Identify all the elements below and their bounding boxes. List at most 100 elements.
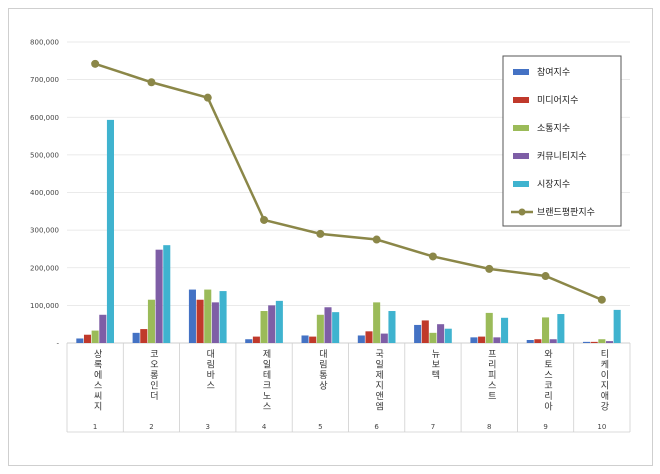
bar-소통지수-7 (429, 332, 437, 343)
y-tick-label: 700,000 (30, 76, 59, 84)
y-tick-label: 800,000 (30, 39, 59, 47)
bar-참여지수-4 (245, 339, 253, 343)
bar-시장지수-1 (106, 119, 114, 343)
bar-커뮤니티지수-3 (211, 302, 219, 343)
y-tick-label: 100,000 (30, 302, 59, 310)
legend-box (502, 55, 622, 227)
legend-swatch (513, 153, 529, 159)
bar-시장지수-10 (613, 309, 621, 343)
line-point-3 (203, 93, 212, 102)
bar-미디어지수-2 (140, 329, 148, 343)
bar-참여지수-8 (470, 337, 478, 343)
legend-label: 참여지수 (537, 66, 570, 78)
bar-시장지수-4 (275, 300, 283, 343)
line-point-7 (428, 252, 437, 261)
bar-커뮤니티지수-9 (549, 339, 557, 343)
bar-시장지수-2 (163, 245, 171, 343)
legend-swatch (513, 125, 529, 131)
line-브랜드평판지수 (94, 62, 603, 301)
category-number: 5 (318, 423, 322, 431)
category-number: 7 (431, 423, 435, 431)
category-number: 2 (149, 423, 153, 431)
bar-소통지수-5 (316, 314, 324, 343)
category-number: 10 (597, 423, 606, 431)
bar-커뮤니티지수-2 (155, 249, 163, 343)
line-point-4 (260, 215, 269, 224)
category-number: 6 (374, 423, 379, 431)
bar-소통지수-8 (485, 312, 493, 343)
line-point-8 (485, 264, 494, 273)
bar-미디어지수-1 (83, 334, 92, 343)
bar-참여지수-3 (188, 289, 196, 343)
bar-시장지수-6 (388, 311, 396, 343)
bar-시장지수-9 (557, 314, 565, 343)
line-point-1 (91, 59, 100, 68)
bar-커뮤니티지수-8 (493, 337, 501, 343)
bar-소통지수-4 (260, 311, 268, 343)
legend-marker (518, 208, 526, 216)
bar-소통지수-10 (598, 339, 606, 343)
line-point-2 (147, 78, 156, 87)
bar-참여지수-9 (526, 339, 534, 343)
bar-미디어지수-10 (590, 341, 598, 343)
legend-swatch (513, 97, 529, 103)
category-number: 9 (543, 423, 547, 431)
y-tick-label: 600,000 (30, 114, 59, 122)
legend-label: 커뮤니티지수 (537, 151, 587, 162)
category-number: 4 (262, 423, 267, 431)
category-number: 1 (93, 423, 97, 431)
y-tick-label: 200,000 (30, 264, 59, 272)
bar-커뮤니티지수-4 (268, 305, 276, 343)
bar-참여지수-10 (583, 341, 591, 343)
bar-미디어지수-7 (421, 320, 429, 343)
y-tick-label: - (56, 340, 59, 348)
legend-swatch (513, 181, 529, 187)
bar-참여지수-2 (132, 332, 140, 343)
legend-label: 시장지수 (537, 179, 570, 190)
bar-커뮤니티지수-1 (99, 314, 107, 343)
bar-시장지수-7 (444, 328, 452, 343)
bar-시장지수-5 (332, 312, 340, 343)
bar-참여지수-6 (357, 335, 365, 343)
bar-미디어지수-5 (309, 336, 317, 343)
bar-커뮤니티지수-10 (605, 341, 614, 343)
bar-시장지수-8 (501, 317, 509, 343)
bar-미디어지수-8 (478, 336, 486, 343)
y-tick-label: 400,000 (30, 189, 59, 197)
bar-소통지수-3 (204, 289, 212, 343)
line-point-5 (316, 229, 325, 238)
line-point-9 (541, 272, 550, 281)
bar-미디어지수-9 (534, 339, 542, 343)
bar-참여지수-7 (414, 324, 422, 343)
bar-소통지수-9 (542, 317, 550, 343)
bar-커뮤니티지수-5 (324, 307, 332, 343)
legend-swatch (513, 69, 529, 75)
legend-label: 브랜드평판지수 (537, 207, 595, 218)
line-point-6 (372, 235, 381, 244)
bar-커뮤니티지수-6 (380, 333, 388, 343)
category-number: 3 (206, 423, 210, 431)
legend-label: 소통지수 (537, 123, 570, 134)
line-point-10 (597, 295, 606, 304)
legend-label: 미디어지수 (537, 95, 578, 106)
bar-소통지수-1 (91, 330, 99, 343)
bar-커뮤니티지수-7 (437, 324, 445, 343)
bar-미디어지수-6 (365, 331, 373, 343)
bar-소통지수-2 (147, 299, 155, 343)
bar-소통지수-6 (373, 302, 381, 343)
bar-참여지수-1 (76, 338, 84, 343)
category-number: 8 (487, 423, 491, 431)
bar-참여지수-5 (301, 335, 309, 343)
y-tick-label: 500,000 (30, 151, 59, 159)
